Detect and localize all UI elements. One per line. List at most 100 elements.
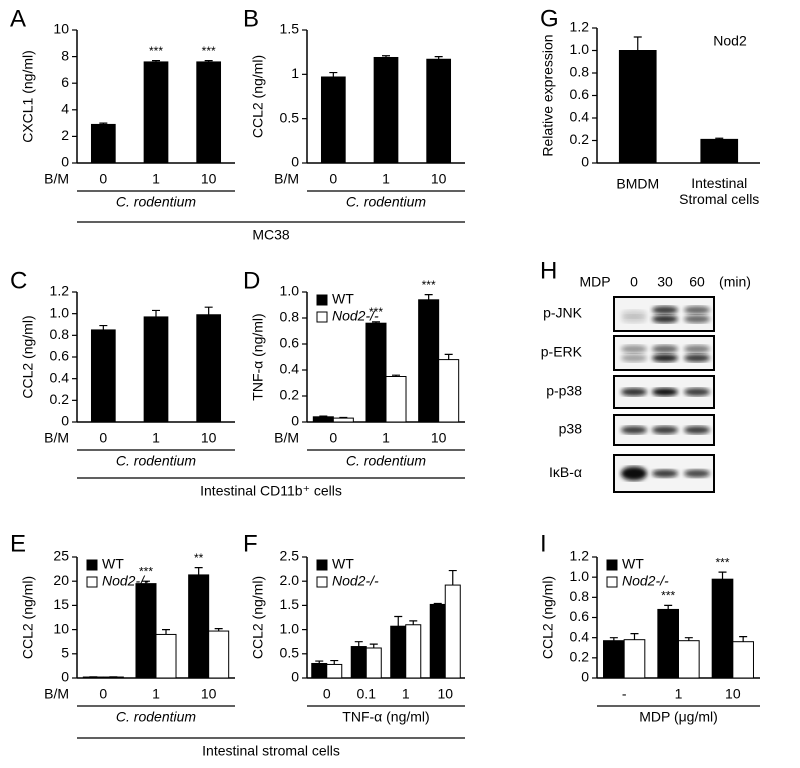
error-bar (664, 604, 673, 610)
y-tick-label: 0.2 (280, 387, 300, 403)
bar (438, 359, 460, 423)
y-tick-label: 1.0 (50, 304, 70, 320)
y-tick-label: 0.4 (50, 369, 70, 385)
group-label: TNF-α (ng/ml) (342, 709, 429, 725)
legend-swatch (86, 559, 98, 571)
panel-letter: I (540, 530, 547, 557)
group-label: MDP (μg/ml) (639, 709, 718, 725)
y-tick-label: 2.0 (280, 572, 300, 588)
y-axis-label: Relative expression (540, 34, 556, 156)
y-tick-label: 0.4 (570, 109, 590, 125)
blot-band (652, 469, 678, 478)
significance: *** (149, 44, 163, 58)
blot-band (652, 426, 678, 434)
y-tick-label: 0.8 (570, 64, 590, 80)
legend-label: Nod2-/- (102, 573, 149, 589)
panel-letter: D (243, 267, 260, 294)
y-tick-label: 0.4 (280, 361, 300, 377)
x-prefix: B/M (274, 430, 299, 446)
blot-row-label: p-ERK (541, 344, 583, 360)
bar (312, 416, 334, 423)
error-bar (394, 615, 403, 627)
y-tick-label: 0.8 (50, 326, 70, 342)
y-axis-label: CCL2 (ng/ml) (20, 576, 36, 659)
group-label: C. rodentium (116, 709, 196, 725)
y-axis-label: CCL2 (ng/ml) (540, 576, 556, 659)
error-bar (99, 122, 108, 125)
error-bar (718, 571, 727, 580)
x-prefix: B/M (274, 171, 299, 187)
significance: *** (139, 564, 153, 578)
bar (365, 322, 387, 423)
bar (90, 123, 116, 164)
bar (711, 578, 734, 679)
blot-row-label: IκB-α (549, 464, 582, 480)
bar (326, 663, 343, 679)
error-bar (424, 294, 433, 300)
error-bar (330, 659, 339, 665)
y-tick-label: 0.6 (570, 86, 590, 102)
y-tick-label: 8 (61, 47, 69, 63)
x-tick-label: 1 (152, 686, 160, 702)
legend-swatch (316, 311, 328, 323)
x-tick-label: 10 (201, 430, 217, 446)
bar (208, 630, 230, 679)
blot-band (621, 345, 647, 353)
panel-letter: F (243, 530, 258, 557)
error-bar (448, 569, 457, 586)
x-tick-label: 0 (329, 171, 337, 187)
legend-label: WT (332, 556, 354, 572)
y-tick-label: 1.0 (280, 620, 300, 636)
blot-band (652, 354, 678, 362)
significance: *** (661, 589, 675, 603)
y-tick-label: 0 (61, 413, 69, 429)
bar (657, 608, 679, 679)
error-bar (354, 641, 363, 647)
y-tick-label: 20 (53, 572, 69, 588)
bar (426, 58, 452, 164)
legend-label: Nod2-/- (332, 308, 379, 324)
y-tick-label: 10 (53, 21, 69, 37)
error-bar (141, 580, 150, 584)
y-tick-label: 5 (61, 645, 69, 661)
x-tick-label: 0 (329, 430, 337, 446)
error-bar (329, 71, 338, 77)
x-tick-label: 1 (402, 686, 410, 702)
error-bar (433, 602, 442, 605)
bar (311, 662, 328, 679)
bar (618, 50, 657, 164)
error-bar (152, 59, 160, 62)
bar (429, 603, 446, 679)
error-bar (684, 637, 693, 641)
y-axis-label: CCL2 (ng/ml) (20, 315, 36, 398)
error-bar (630, 633, 639, 640)
legend-label: WT (332, 291, 354, 307)
x-tick-label: 10 (725, 686, 741, 702)
y-tick-label: 0.5 (280, 109, 300, 125)
x-tick-label: 10 (201, 686, 217, 702)
panel-letter: E (10, 530, 26, 557)
error-bar (633, 36, 642, 51)
group-label: C. rodentium (116, 453, 196, 469)
error-bar (739, 636, 748, 642)
lane-label: 0 (630, 274, 638, 290)
x-tick-label: Intestinal Stromal cells (679, 175, 760, 207)
blot-row-label: p-p38 (546, 383, 582, 399)
bar (390, 625, 407, 679)
error-bar (609, 637, 618, 641)
bar (678, 640, 700, 679)
blot-band (621, 354, 647, 362)
x-tick-label: - (622, 686, 627, 702)
error-bar (382, 55, 390, 58)
x-prefix: B/M (44, 686, 69, 702)
y-tick-label: 0.2 (570, 131, 590, 147)
shared-label: Intestinal stromal cells (202, 743, 340, 759)
bar (732, 641, 754, 679)
y-tick-label: 1.0 (570, 41, 590, 57)
y-tick-label: 0 (61, 669, 69, 685)
significance: *** (716, 555, 730, 569)
bar (418, 299, 440, 423)
panel-letter: H (540, 257, 557, 284)
bar (700, 138, 739, 164)
